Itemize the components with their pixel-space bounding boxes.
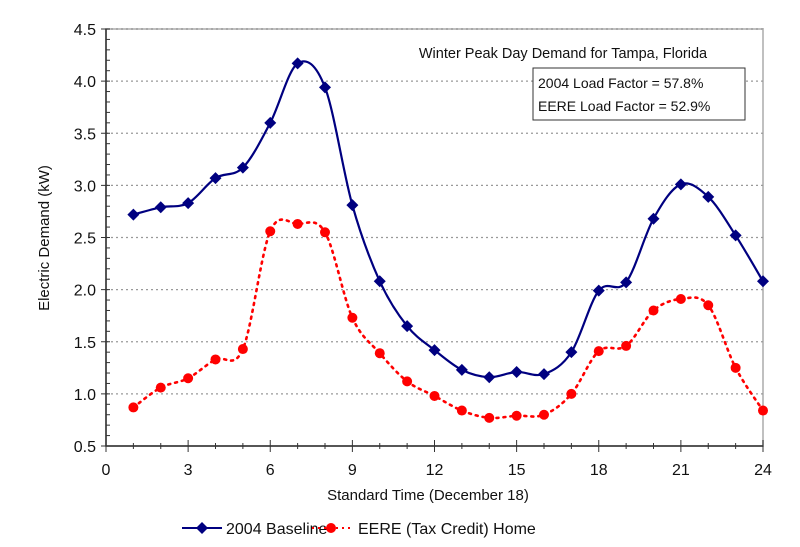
data-point-diamond	[538, 368, 550, 381]
data-point-diamond	[127, 208, 140, 221]
data-point-circle	[347, 312, 358, 323]
x-tick-label: 9	[348, 462, 357, 479]
y-tick-label: 3.5	[74, 126, 96, 143]
data-point-circle	[730, 362, 741, 373]
legend: 2004 Baseline EERE (Tax Credit) Home	[182, 521, 536, 538]
data-point-diamond	[729, 229, 742, 242]
data-point-circle	[511, 410, 522, 421]
data-point-diamond	[565, 346, 578, 359]
data-point-diamond	[510, 365, 523, 378]
data-point-diamond	[264, 116, 277, 129]
data-point-diamond	[182, 197, 195, 210]
data-point-diamond	[209, 172, 222, 185]
chart-title: Winter Peak Day Demand for Tampa, Florid…	[419, 46, 708, 62]
data-point-circle	[402, 376, 413, 387]
data-point-circle	[758, 405, 768, 416]
data-point-diamond	[373, 275, 386, 288]
x-axis-title: Standard Time (December 18)	[327, 487, 529, 504]
data-point-diamond	[346, 199, 359, 212]
data-point-circle	[539, 409, 549, 420]
annotation-2004-load-factor: 2004 Load Factor = 57.8%	[538, 75, 703, 91]
y-tick-label: 2.5	[74, 231, 96, 248]
data-point-circle	[621, 340, 632, 351]
data-point-diamond	[620, 276, 633, 289]
y-tick-label: 0.5	[74, 439, 96, 456]
legend-label-baseline: 2004 Baseline	[226, 521, 328, 538]
data-point-diamond	[483, 371, 496, 384]
y-tick-label: 3.0	[74, 178, 96, 195]
legend-diamond-marker	[196, 522, 208, 534]
data-point-circle	[648, 305, 659, 316]
data-point-diamond	[291, 57, 304, 70]
axes: 0.5 1.0 1.5 2.0 2.5 3.0 3.5 4.0 4.5 0 3 6 9 12 15 18 21 2…	[74, 22, 772, 479]
data-point-diamond	[592, 284, 605, 297]
y-tick-label: 1.0	[74, 387, 96, 404]
data-point-circle	[429, 390, 440, 401]
data-point-diamond	[401, 320, 414, 333]
series-layer	[127, 57, 769, 423]
data-point-circle	[675, 294, 686, 305]
data-point-circle	[265, 226, 276, 237]
data-point-diamond	[757, 275, 769, 288]
legend-item-eere: EERE (Tax Credit) Home	[312, 521, 536, 538]
load-factor-box: 2004 Load Factor = 57.8% EERE Load Facto…	[532, 67, 746, 121]
x-tick-label: 24	[754, 462, 772, 479]
data-point-diamond	[674, 178, 687, 191]
y-tick-label: 1.5	[74, 335, 96, 352]
data-point-diamond	[455, 363, 468, 376]
data-point-circle	[128, 402, 139, 413]
legend-circle-marker	[326, 523, 336, 533]
x-tick-label: 12	[426, 462, 444, 479]
x-tick-label: 3	[184, 462, 193, 479]
data-point-circle	[566, 388, 577, 399]
data-point-circle	[237, 344, 248, 355]
legend-label-eere: EERE (Tax Credit) Home	[358, 521, 536, 538]
data-point-circle	[183, 373, 194, 384]
x-tick-label: 18	[590, 462, 608, 479]
data-point-circle	[456, 405, 467, 416]
data-point-circle	[484, 412, 495, 423]
x-tick-label: 15	[508, 462, 526, 479]
data-point-circle	[320, 227, 330, 238]
x-tick-label: 0	[102, 462, 111, 479]
data-point-diamond	[154, 201, 167, 214]
data-point-diamond	[702, 190, 715, 203]
data-point-circle	[703, 300, 714, 311]
data-point-diamond	[319, 81, 331, 94]
data-point-circle	[292, 218, 303, 229]
data-point-diamond	[647, 212, 660, 225]
data-point-circle	[374, 348, 385, 359]
data-point-diamond	[428, 344, 441, 357]
series-eere	[128, 218, 768, 423]
data-point-circle	[210, 354, 221, 365]
annotation-eere-load-factor: EERE Load Factor = 52.9%	[538, 98, 710, 114]
y-tick-label: 2.0	[74, 283, 96, 300]
data-point-diamond	[236, 161, 249, 174]
series-line	[132, 218, 765, 420]
legend-item-baseline: 2004 Baseline	[182, 521, 328, 538]
data-point-circle	[593, 346, 604, 357]
y-axis-title: Electric Demand (kW)	[36, 165, 53, 311]
x-tick-label: 21	[672, 462, 690, 479]
data-point-circle	[155, 382, 166, 393]
x-tick-label: 6	[266, 462, 275, 479]
series-baseline	[127, 57, 769, 384]
y-tick-label: 4.5	[74, 22, 96, 39]
y-tick-label: 4.0	[74, 74, 96, 91]
